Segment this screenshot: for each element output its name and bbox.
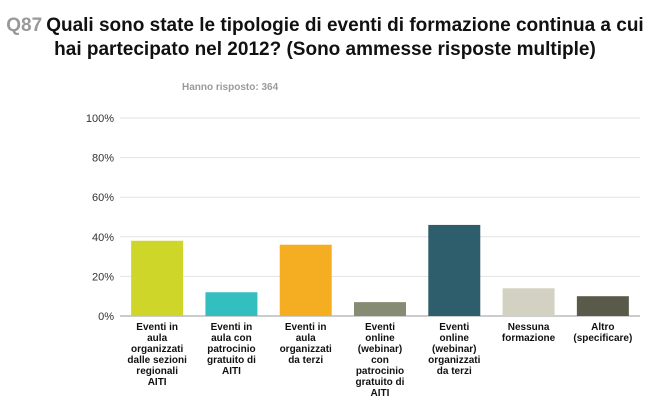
bar[interactable]	[576, 296, 629, 316]
x-category-label: Eventi in aula organizzati dalle sezioni…	[127, 322, 187, 388]
y-tick-label: 100%	[86, 113, 114, 125]
y-tick-label: 80%	[92, 153, 114, 165]
bar[interactable]	[205, 292, 258, 316]
y-tick-label: 0%	[98, 311, 114, 323]
x-category-label: Eventi in aula organizzati da terzi	[279, 322, 332, 366]
bar[interactable]	[354, 302, 406, 316]
question-number: Q87	[6, 15, 43, 36]
bars	[131, 224, 629, 316]
y-axis-ticks: 0% 20% 40% 60% 80% 100%	[86, 113, 114, 323]
bar[interactable]	[131, 240, 184, 316]
y-tick-label: 20%	[92, 271, 114, 283]
bar[interactable]	[428, 224, 481, 316]
chart-title: Q87 Quali sono state le tipologie di even…	[0, 14, 650, 62]
question-text: Quali sono state le tipologie di eventi …	[46, 15, 644, 60]
x-category-label: Nessuna formazione	[501, 322, 556, 344]
bar[interactable]	[502, 288, 555, 316]
x-category-label: Altro (specificare)	[573, 322, 633, 344]
x-category-label: Eventi online (webinar) organizzati da t…	[428, 322, 481, 377]
bar[interactable]	[279, 244, 332, 316]
respondent-count: Hanno risposto: 364	[182, 82, 279, 93]
x-category-label: Eventi online (webinar) con patrocinio g…	[355, 322, 405, 399]
x-category-label: Eventi in aula con patrocinio gratuito d…	[206, 322, 256, 377]
y-tick-label: 60%	[92, 192, 114, 204]
y-tick-label: 40%	[92, 232, 114, 244]
gridlines	[120, 117, 640, 317]
